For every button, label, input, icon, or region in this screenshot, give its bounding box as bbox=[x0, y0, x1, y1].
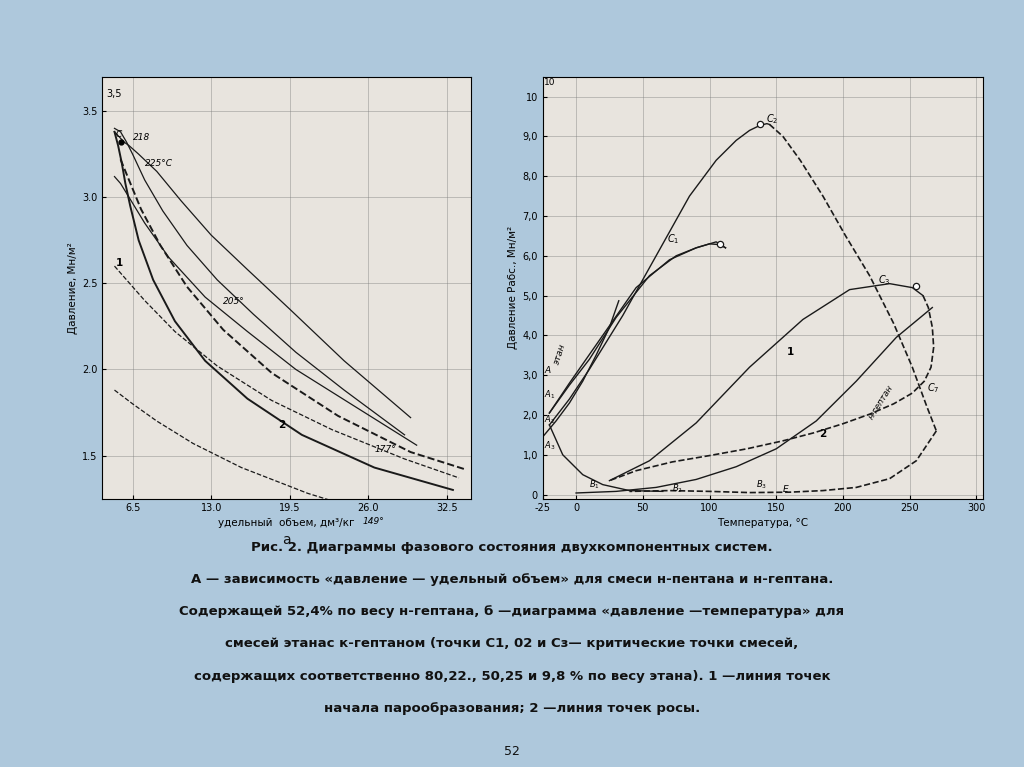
Text: $C_1$: $C_1$ bbox=[667, 232, 679, 245]
Text: 1: 1 bbox=[786, 347, 795, 357]
Text: $A_1$: $A_1$ bbox=[544, 388, 555, 400]
Text: 225°C: 225°C bbox=[144, 160, 173, 168]
Text: 205°: 205° bbox=[223, 297, 245, 306]
Text: $B_1$: $B_1$ bbox=[590, 479, 600, 491]
Text: $C_3$: $C_3$ bbox=[878, 274, 890, 288]
Y-axis label: Давление Рабс., Мн/м²: Давление Рабс., Мн/м² bbox=[508, 226, 518, 349]
Text: 2: 2 bbox=[278, 420, 285, 430]
Text: Рис. 2. Диаграммы фазового состояния двухкомпонентных систем.: Рис. 2. Диаграммы фазового состояния дву… bbox=[251, 541, 773, 554]
Text: 2: 2 bbox=[819, 429, 826, 439]
Text: этан: этан bbox=[552, 342, 567, 365]
Text: 10: 10 bbox=[544, 77, 556, 87]
Text: н-гептан: н-гептан bbox=[867, 383, 895, 421]
Text: 177°: 177° bbox=[375, 445, 396, 454]
X-axis label: Температура, °C: Температура, °C bbox=[718, 518, 808, 528]
Text: $C_7$: $C_7$ bbox=[927, 381, 940, 395]
Y-axis label: Давление, Мн/м²: Давление, Мн/м² bbox=[68, 242, 78, 334]
Text: 52: 52 bbox=[504, 745, 520, 758]
Text: смесей этанас к-гептаном (точки С1, 02 и Сз— критические точки смесей,: смесей этанас к-гептаном (точки С1, 02 и… bbox=[225, 637, 799, 650]
Text: 3,5: 3,5 bbox=[106, 90, 122, 100]
Text: $A_2$: $A_2$ bbox=[544, 414, 555, 426]
Text: 1: 1 bbox=[116, 258, 123, 268]
Text: начала парообразования; 2 —линия точек росы.: начала парообразования; 2 —линия точек р… bbox=[324, 702, 700, 715]
Text: $A_3$: $A_3$ bbox=[544, 439, 556, 453]
Text: Содержащей 52,4% по весу н-гептана, б —диаграмма «давление —температура» для: Содержащей 52,4% по весу н-гептана, б —д… bbox=[179, 605, 845, 618]
Text: а: а bbox=[283, 533, 291, 547]
Text: $C_2$: $C_2$ bbox=[766, 113, 778, 127]
Text: содержащих соответственно 80,22., 50,25 и 9,8 % по весу этана). 1 —линия точек: содержащих соответственно 80,22., 50,25 … bbox=[194, 670, 830, 683]
Text: 218: 218 bbox=[133, 133, 150, 143]
Text: $B_3$: $B_3$ bbox=[756, 479, 767, 491]
X-axis label: удельный  объем, дм³/кг: удельный объем, дм³/кг bbox=[218, 518, 355, 528]
Text: $B_2$: $B_2$ bbox=[672, 482, 683, 495]
Text: E: E bbox=[783, 486, 788, 494]
Text: А — зависимость «давление — удельный объем» для смеси н-пентана и н-гептана.: А — зависимость «давление — удельный объ… bbox=[190, 573, 834, 586]
Text: 149°: 149° bbox=[362, 518, 384, 526]
Text: A: A bbox=[544, 366, 550, 375]
Text: C: C bbox=[116, 130, 122, 139]
